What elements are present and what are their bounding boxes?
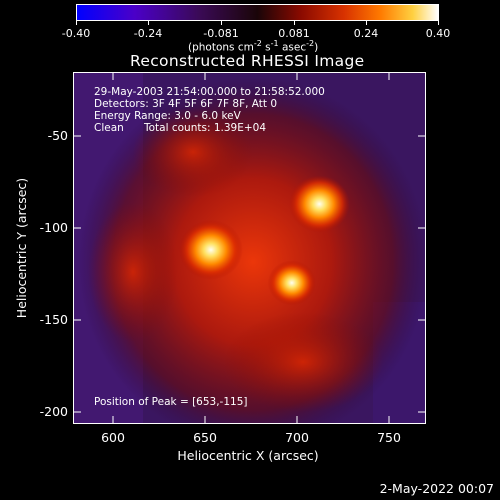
x-axis-label: Heliocentric X (arcsec) — [177, 448, 319, 463]
y-axis-label: Heliocentric Y (arcsec) — [13, 177, 29, 319]
y-tick-label: -150 — [39, 311, 68, 327]
xray-source-2 — [288, 175, 350, 233]
colorbar-label: -0.081 — [203, 27, 239, 40]
x-tick-label: 600 — [101, 430, 125, 445]
colorbar — [76, 4, 439, 21]
colorbar-tick — [366, 21, 367, 25]
footer-date: 2-May-2022 00:07 — [379, 481, 494, 496]
colorbar-tick — [148, 21, 149, 25]
xray-source-1 — [178, 219, 243, 280]
info-algorithm: Clean — [94, 122, 124, 134]
x-tick-label: 700 — [285, 430, 309, 445]
emission-blob — [133, 107, 253, 197]
y-tick-label: -50 — [47, 127, 68, 143]
colorbar-label: 0.40 — [425, 27, 451, 40]
hxr-image-plot — [73, 72, 426, 424]
colorbar-tick — [294, 21, 295, 25]
emission-blob — [223, 312, 383, 412]
colorbar-label: 0.24 — [353, 27, 379, 40]
colorbar-tick — [438, 21, 439, 25]
colorbar-label: -0.40 — [61, 27, 91, 40]
info-energy-range: Energy Range: 3.0 - 6.0 keV — [94, 110, 241, 122]
info-detectors: Detectors: 3F 4F 5F 6F 7F 8F, Att 0 — [94, 98, 278, 110]
colorbar-label: 0.081 — [278, 27, 310, 40]
peak-position: Position of Peak = [653,-115] — [94, 396, 248, 408]
colorbar-tick — [76, 21, 77, 25]
plot-frame — [73, 72, 426, 424]
y-tick-label: -200 — [39, 403, 68, 419]
colorbar-label: -0.24 — [133, 27, 163, 40]
y-tick-label: -100 — [39, 219, 68, 235]
image-title: Reconstructed RHESSI Image — [130, 52, 365, 70]
x-tick-label: 650 — [193, 430, 217, 445]
colorbar-units: (photons cm-2 s-1 asec-2) — [188, 39, 319, 54]
xray-source-3 — [267, 260, 316, 306]
x-tick-label: 750 — [377, 430, 401, 445]
emission-blob — [88, 202, 178, 342]
info-time-range: 29-May-2003 21:54:00.000 to 21:58:52.000 — [94, 86, 325, 98]
info-total-counts: Total counts: 1.39E+04 — [144, 122, 267, 134]
colorbar-tick — [221, 21, 222, 25]
